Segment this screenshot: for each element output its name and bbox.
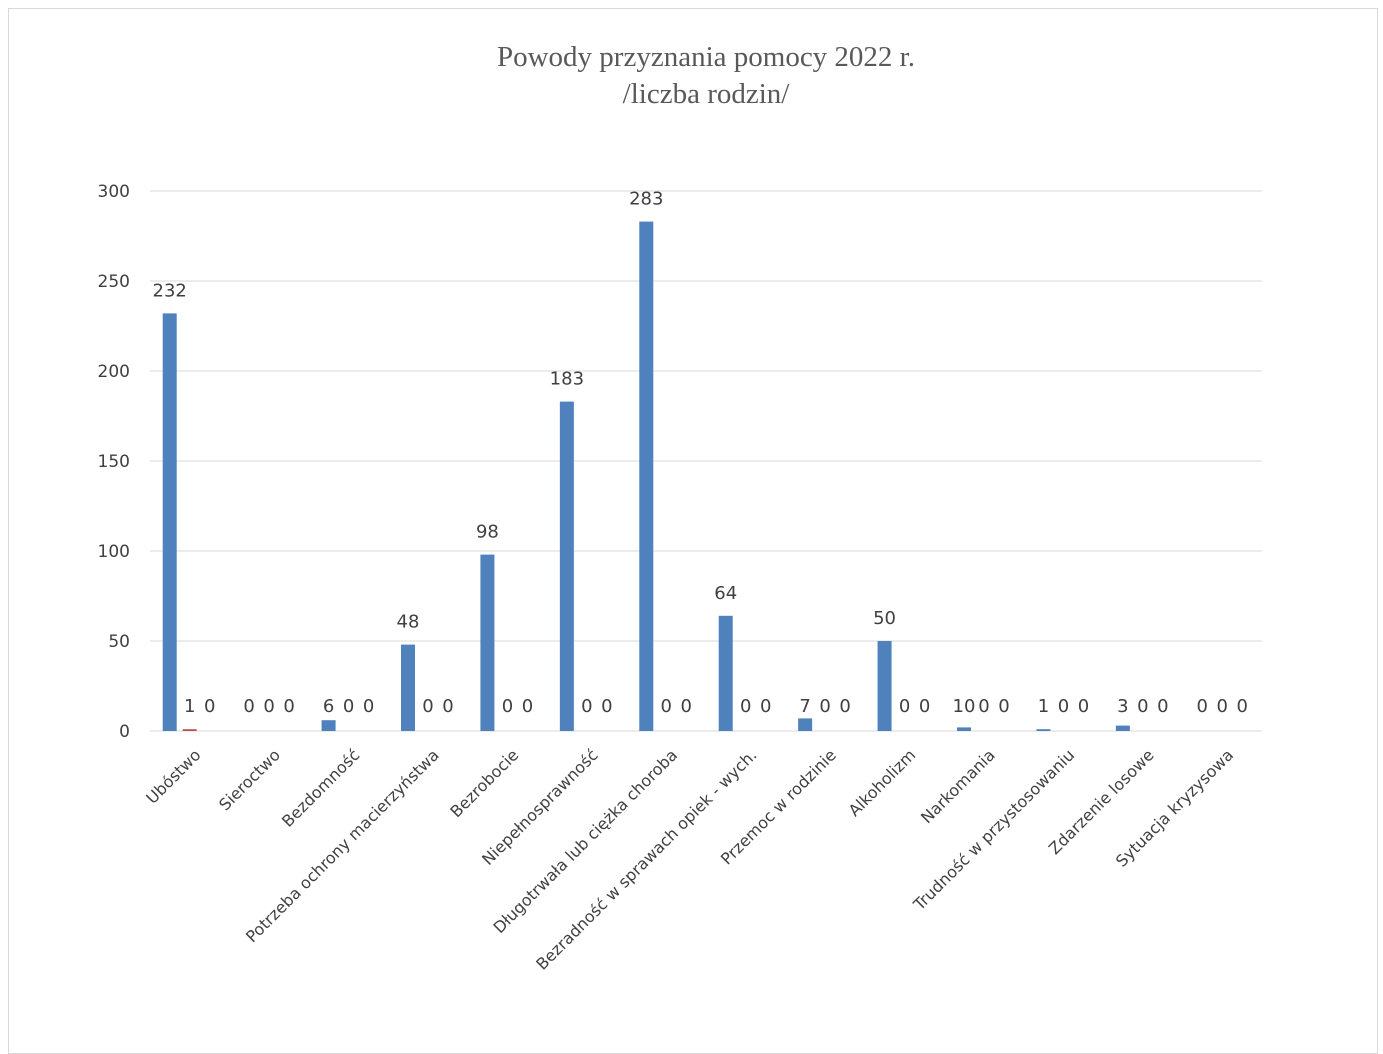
data-label: 1 [184, 696, 195, 717]
data-label: 0 [661, 696, 672, 717]
bars [162, 221, 1130, 731]
bar [798, 718, 813, 731]
chart-title: Powody przyznania pomocy 2022 r. [497, 41, 915, 73]
data-label: 0 [1078, 696, 1089, 717]
y-tick-label: 0 [119, 722, 130, 742]
data-label: 0 [204, 696, 215, 717]
bar [162, 313, 177, 731]
data-label: 1 [1038, 696, 1049, 717]
data-label: 0 [1237, 696, 1248, 717]
x-tick-label: Trudność w przystosowaniu [909, 745, 1078, 914]
data-label: 0 [998, 696, 1009, 717]
chart-frame [8, 8, 1378, 1054]
x-tick-label: Bezdomność [278, 745, 363, 830]
data-label: 183 [550, 369, 584, 390]
data-label: 0 [919, 696, 930, 717]
data-label: 0 [740, 696, 751, 717]
data-label: 0 [1197, 696, 1208, 717]
bar [182, 729, 197, 731]
data-label: 10 [953, 696, 976, 717]
x-tick-label: Alkoholizm [845, 745, 920, 820]
data-label: 0 [1217, 696, 1228, 717]
data-label: 0 [442, 696, 453, 717]
chart-subtitle: /liczba rodzin/ [623, 78, 791, 110]
bar [639, 221, 654, 731]
data-label: 0 [819, 696, 830, 717]
y-tick-label: 150 [98, 452, 130, 472]
data-label: 0 [1157, 696, 1168, 717]
y-axis: 0 50 100 150 200 250 300 [98, 182, 130, 742]
data-label: 48 [397, 612, 420, 633]
y-tick-label: 50 [108, 632, 130, 652]
data-label: 0 [363, 696, 374, 717]
data-label: 0 [978, 696, 989, 717]
data-label: 6 [323, 696, 334, 717]
data-label: 0 [283, 696, 294, 717]
data-label: 0 [760, 696, 771, 717]
x-tick-label: Narkomania [917, 745, 999, 827]
bar [559, 401, 574, 731]
x-tick-label: Bezrobocie [446, 745, 522, 821]
data-label: 0 [343, 696, 354, 717]
data-label: 0 [681, 696, 692, 717]
data-label: 0 [1137, 696, 1148, 717]
bar [877, 641, 892, 731]
data-label: 0 [839, 696, 850, 717]
data-label: 64 [714, 583, 737, 604]
x-tick-label: Sieroctwo [215, 745, 284, 814]
bar [480, 554, 495, 731]
y-tick-label: 200 [98, 362, 130, 382]
data-label: 0 [502, 696, 513, 717]
data-label: 0 [243, 696, 254, 717]
data-label: 50 [873, 608, 896, 629]
data-label: 0 [422, 696, 433, 717]
bar [957, 727, 971, 731]
data-label: 0 [601, 696, 612, 717]
data-label: 283 [629, 189, 663, 210]
data-label: 0 [522, 696, 533, 717]
y-tick-label: 100 [98, 542, 130, 562]
bar [321, 720, 336, 731]
data-label: 0 [899, 696, 910, 717]
y-tick-label: 300 [98, 182, 130, 202]
data-label: 232 [153, 280, 187, 301]
data-label: 3 [1117, 696, 1128, 717]
data-label: 0 [581, 696, 592, 717]
data-label: 98 [476, 522, 499, 543]
bar [718, 615, 733, 731]
data-label: 0 [1058, 696, 1069, 717]
bar [1115, 725, 1130, 731]
bar [1036, 729, 1051, 731]
gridlines [150, 190, 1262, 732]
bar [401, 644, 415, 731]
y-tick-label: 250 [98, 272, 130, 292]
x-tick-label: Ubóstwo [142, 745, 204, 807]
data-label: 7 [799, 696, 810, 717]
data-label: 0 [263, 696, 274, 717]
